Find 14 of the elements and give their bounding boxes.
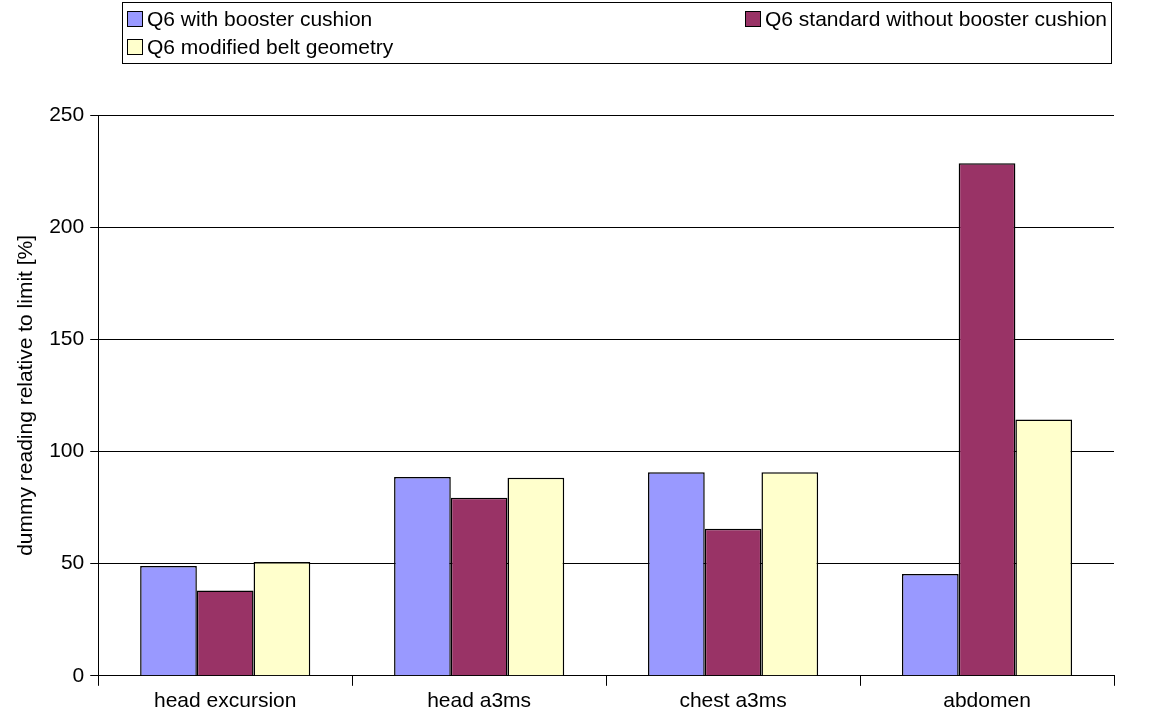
y-axis-title: dummy reading relative to limit [%] <box>13 234 37 556</box>
y-tick-label: 100 <box>49 438 85 462</box>
y-tick-label: 250 <box>49 101 85 125</box>
y-tick-label: 0 <box>72 662 85 686</box>
y-tick-label: 200 <box>49 213 85 237</box>
y-tick-label: 50 <box>60 550 85 574</box>
legend-label: Q6 standard without booster cushion <box>764 7 1107 31</box>
legend-label: Q6 with booster cushion <box>147 7 373 31</box>
x-tick-label: head a3ms <box>427 688 532 712</box>
x-tick-label: abdomen <box>943 688 1031 712</box>
x-tick-label: head excursion <box>153 688 297 712</box>
legend-label: Q6 modified belt geometry <box>147 35 394 59</box>
y-tick-label: 150 <box>49 326 85 350</box>
x-tick-label: chest a3ms <box>679 688 787 712</box>
